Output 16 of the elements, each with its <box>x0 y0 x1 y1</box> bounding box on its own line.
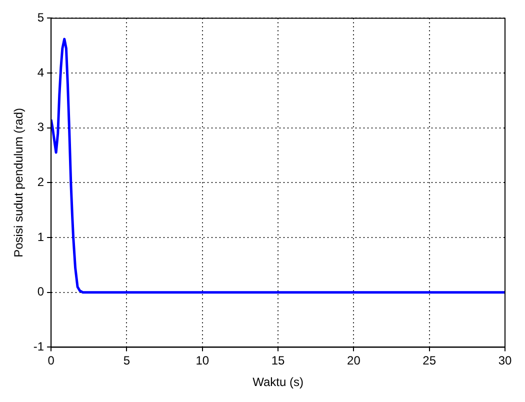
x-tick-label: 25 <box>422 354 436 368</box>
y-tick-label: 3 <box>37 120 44 134</box>
y-tick-label: 4 <box>37 65 44 80</box>
x-tick-label: 20 <box>347 354 361 368</box>
x-axis-title: Waktu (s) <box>252 375 304 390</box>
x-tick-label: 10 <box>196 354 210 368</box>
y-tick-label: 5 <box>37 10 44 25</box>
y-tick-label: 0 <box>37 284 44 299</box>
y-tick-label: 2 <box>37 175 44 190</box>
x-tick-label: 15 <box>271 354 286 368</box>
y-tick-label: -1 <box>33 340 44 354</box>
x-tick-label: 30 <box>498 354 512 368</box>
x-tick-label: 5 <box>123 354 130 368</box>
x-tick-label: 0 <box>48 354 55 368</box>
y-axis-title: Posisi sudut pendulum (rad) <box>12 108 26 258</box>
y-tick-label: 1 <box>37 230 44 244</box>
